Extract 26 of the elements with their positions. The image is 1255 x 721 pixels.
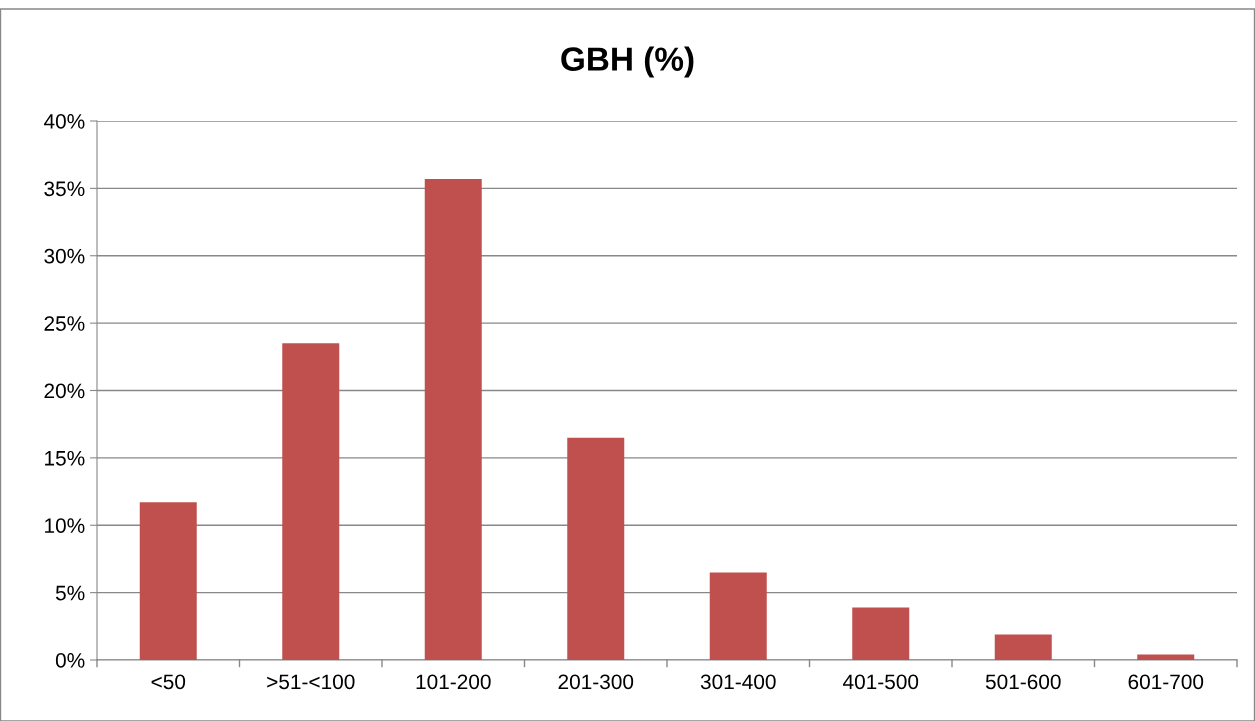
x-tick-label: 201-300 [558, 674, 634, 690]
y-tick-label: 25% [44, 316, 85, 331]
bar [852, 607, 910, 660]
y-tick-label: 15% [45, 450, 85, 466]
y-tick-label: 5% [55, 585, 85, 601]
x-tick-label: 601-700 [1128, 674, 1204, 690]
y-tick-label: 20% [44, 383, 85, 399]
x-tick-label: <50 [151, 674, 186, 690]
y-tick-label: 0% [55, 653, 85, 668]
y-tick-label: 40% [43, 114, 85, 129]
y-tick-label: 35% [44, 181, 85, 197]
bar [139, 502, 197, 660]
x-tick-label: 401-500 [843, 674, 919, 690]
x-tick-label: 101-200 [416, 674, 491, 690]
x-tick-label: >51-<100 [267, 674, 355, 690]
bar [1137, 654, 1195, 660]
bar [994, 634, 1052, 660]
x-tick-label: 501-600 [985, 674, 1061, 690]
bar [709, 572, 767, 660]
bar [282, 343, 340, 660]
x-tick-label: 301-400 [700, 674, 776, 690]
y-tick-label: 10% [45, 518, 85, 533]
chart-title: GBH (%) [561, 46, 694, 78]
y-tick-label: 30% [44, 248, 85, 264]
bar [424, 178, 482, 660]
bar [567, 437, 625, 660]
